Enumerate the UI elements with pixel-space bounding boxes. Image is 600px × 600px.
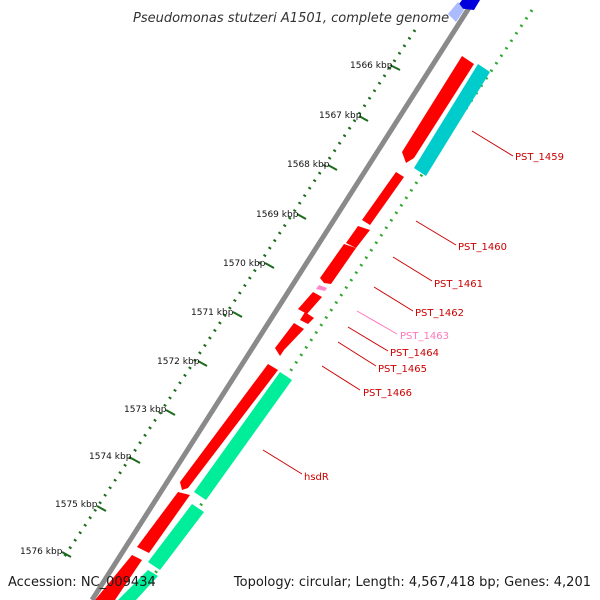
cds-next-red-1	[137, 492, 190, 553]
gene-labels: PST_1459 PST_1460 PST_1461 PST_1462 PST_…	[262, 130, 564, 483]
tick-mark	[358, 115, 369, 122]
gene-label-pst-1460: PST_1460	[458, 242, 507, 253]
leader-line	[321, 365, 361, 391]
blue-cds-shadow	[448, 2, 464, 22]
cds-pst-1460	[362, 172, 404, 225]
kbp-ticks: 1566 kbp 1567 kbp 1568 kbp 1569 kbp 1570…	[20, 61, 401, 558]
tick-mark	[327, 164, 338, 171]
leader-line	[356, 310, 398, 335]
gc-content-ring	[60, 29, 417, 561]
tick-label: 1569 kbp	[256, 210, 299, 220]
tick-label: 1570 kbp	[223, 259, 266, 269]
cds-pst-1459	[402, 56, 474, 163]
tick-mark	[61, 551, 72, 558]
gene-label-pst-1463: PST_1463	[400, 331, 449, 342]
genome-backbone	[89, 0, 477, 600]
tick-mark	[232, 311, 243, 318]
tick-mark	[165, 409, 176, 416]
gene-label-hsdr: hsdR	[304, 472, 329, 483]
accession-text: Accession: NC_009434	[8, 575, 156, 590]
cds-pst-1464	[298, 292, 322, 314]
tick-label: 1567 kbp	[319, 111, 362, 121]
tick-label: 1571 kbp	[191, 308, 234, 318]
cds-hsdr	[180, 364, 278, 490]
cds-pst-1466	[275, 323, 304, 356]
gene-label-pst-1459: PST_1459	[515, 152, 564, 163]
leader-line	[373, 286, 414, 312]
gene-label-pst-1461: PST_1461	[434, 279, 483, 290]
cds-pst-1463	[316, 285, 327, 291]
tick-mark	[264, 262, 275, 269]
cds-pst-1465	[300, 312, 314, 324]
tick-mark	[296, 213, 307, 220]
tick-mark	[96, 505, 107, 512]
cds-pst-1462	[320, 244, 356, 284]
tick-label: 1574 kbp	[89, 452, 132, 462]
cds-pst-1461	[346, 226, 370, 248]
cds-cyan-pst-1459	[414, 64, 490, 176]
tick-label: 1575 kbp	[55, 500, 98, 510]
leader-line	[471, 130, 514, 157]
tick-label: 1568 kbp	[287, 160, 330, 170]
genome-summary-text: Topology: circular; Length: 4,567,418 bp…	[233, 575, 591, 590]
tick-mark	[389, 64, 401, 71]
leader-line	[262, 449, 303, 475]
tick-label: 1576 kbp	[20, 547, 63, 557]
tick-label: 1572 kbp	[157, 357, 200, 367]
gene-label-pst-1465: PST_1465	[378, 364, 427, 375]
leader-line	[347, 326, 389, 352]
cds-green-hsdr	[194, 372, 292, 500]
gene-label-pst-1466: PST_1466	[363, 388, 412, 399]
cds-green-next-1	[148, 504, 204, 570]
tick-label: 1573 kbp	[124, 405, 167, 415]
leader-line	[415, 220, 457, 246]
leader-line	[392, 256, 433, 282]
tick-label: 1566 kbp	[350, 61, 393, 71]
gene-label-pst-1464: PST_1464	[390, 348, 439, 359]
gene-label-pst-1462: PST_1462	[415, 308, 464, 319]
tick-mark	[197, 360, 208, 367]
tick-mark	[130, 457, 141, 464]
genome-title: Pseudomonas stutzeri A1501, complete gen…	[133, 11, 449, 26]
cds-next-red-2	[95, 555, 142, 600]
leader-line	[337, 341, 377, 367]
cds-green-next-2	[118, 570, 158, 600]
